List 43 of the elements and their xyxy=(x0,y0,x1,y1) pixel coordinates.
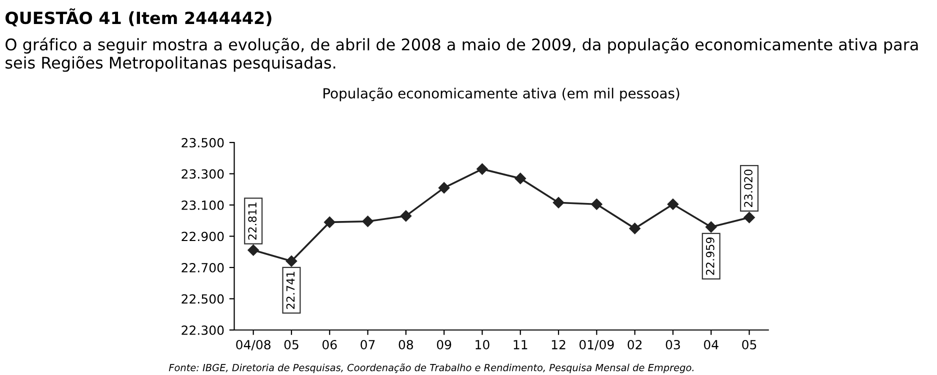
point xyxy=(248,244,259,256)
x-tick-label: 03 xyxy=(666,340,680,350)
data-label: 22.811 xyxy=(248,202,257,240)
x-tick-label: 01/09 xyxy=(579,340,614,350)
x-tick-label: 02 xyxy=(628,340,642,350)
point xyxy=(324,216,336,228)
point xyxy=(591,198,602,210)
x-tick-label: 10 xyxy=(476,340,490,350)
x-tick-label: 04/08 xyxy=(236,340,270,350)
y-tick-label: 22.500 xyxy=(182,294,224,304)
point xyxy=(514,172,526,184)
x-tick-label: 11 xyxy=(514,340,528,350)
point xyxy=(286,255,298,267)
x-tick-label: 04 xyxy=(704,340,718,350)
y-tick-label: 23.500 xyxy=(182,138,224,148)
point xyxy=(400,210,412,222)
y-tick-label: 23.300 xyxy=(182,169,224,179)
x-tick-label: 12 xyxy=(552,340,566,350)
x-tick-label: 09 xyxy=(436,340,452,350)
y-tick-label: 22.900 xyxy=(182,232,224,242)
x-tick-label: 08 xyxy=(398,340,414,350)
y-tick-label: 22.300 xyxy=(182,325,224,335)
point xyxy=(362,216,374,228)
chart-title: QUESTÃO 41 (Item 2444442) xyxy=(6,8,272,26)
point xyxy=(667,198,679,210)
y-tick-label: 22.700 xyxy=(182,262,224,272)
x-tick-label: 05 xyxy=(742,340,756,350)
data-label: 22.741 xyxy=(286,272,295,309)
x-tick-label: 07 xyxy=(360,340,375,350)
x-tick-label: 06 xyxy=(322,340,337,350)
point xyxy=(552,197,564,208)
point xyxy=(629,222,640,234)
point xyxy=(706,221,717,233)
data-label: 22.959 xyxy=(706,238,714,275)
source-note: Fonte: IBGE, Diretoria de Pesquisas, Coordenação de Trabalho e Rendimento, Pesquisa Mensal de Emprego. xyxy=(168,364,694,374)
y-tick-label: 23.100 xyxy=(182,200,224,210)
data-label: 23.020 xyxy=(744,170,752,207)
chart-subtitle: O gráfico a seguir mostra a evolução, de abril de 2008 a maio de 2009, da população economicamente ativa para seis Regiões Metropolitanas pesquisadas. xyxy=(6,38,918,72)
point xyxy=(476,163,488,175)
point xyxy=(438,182,450,194)
text: População economicamente ativa (em mil pessoas) xyxy=(324,88,680,102)
x-tick-label: 05 xyxy=(284,340,298,350)
point xyxy=(744,212,755,224)
